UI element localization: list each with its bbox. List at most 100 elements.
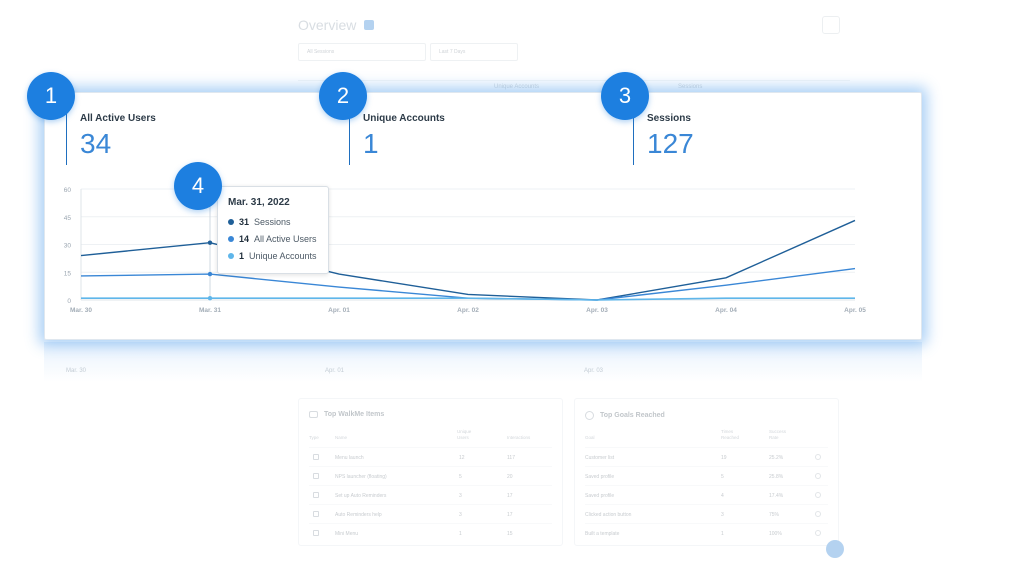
background-dashboard: Overview All Sessions Last 7 Days Unique…	[290, 0, 850, 576]
overview-header: Overview	[298, 17, 375, 33]
table-row[interactable]: Mini Menu 1 15	[309, 523, 552, 542]
date-range-dropdown[interactable]: Last 7 Days	[430, 43, 518, 61]
table-cell: 12	[459, 455, 465, 461]
x-tick-label: Apr. 05	[844, 307, 866, 314]
metric-all-active-users[interactable]: All Active Users 34	[66, 113, 156, 165]
item-type-icon	[313, 454, 319, 460]
table-cell: 17.4%	[769, 493, 784, 499]
gear-icon[interactable]	[822, 16, 840, 34]
page-title: Overview	[298, 17, 357, 33]
card-header: Top WalkMe Items	[309, 411, 384, 418]
metric-value: 1	[363, 128, 379, 159]
callout-badge-4: 4	[174, 162, 222, 210]
column-header: Interactions	[507, 435, 531, 440]
tooltip-label: Unique Accounts	[249, 251, 317, 261]
goals-icon	[585, 411, 594, 420]
card-title: Top Goals Reached	[600, 412, 665, 419]
data-point	[207, 295, 213, 301]
background-metric-strip: Unique Accounts Sessions	[298, 80, 850, 94]
table-cell: 4	[721, 493, 724, 499]
table-cell: 117	[507, 455, 515, 461]
info-icon[interactable]	[815, 473, 821, 479]
table-row[interactable]: Customer list 19 25.2%	[585, 447, 828, 466]
x-tick-label: Mar. 31	[199, 307, 221, 314]
info-icon[interactable]	[815, 492, 821, 498]
table-cell: Set up Auto Reminders	[335, 493, 387, 499]
table-row[interactable]: Saved profile 4 17.4%	[585, 485, 828, 504]
tooltip-label: All Active Users	[254, 234, 317, 244]
metric-unique-accounts[interactable]: Unique Accounts 1	[349, 113, 445, 165]
table-cell: 19	[721, 455, 727, 461]
table-row[interactable]: Menu launch 12 117	[309, 447, 552, 466]
y-tick-label: 30	[64, 243, 72, 250]
y-tick-label: 45	[64, 215, 72, 222]
metric-label: Unique Accounts	[363, 113, 445, 124]
item-type-icon	[313, 511, 319, 517]
top-walkme-items-card: Top WalkMe Items Type Name Unique Users …	[298, 398, 563, 546]
card-header: Top Goals Reached	[585, 411, 665, 420]
metric-sessions[interactable]: Sessions 127	[633, 113, 694, 165]
x-tick-label: Apr. 03	[586, 307, 608, 314]
table-cell: Auto Reminders help	[335, 512, 382, 518]
table-row[interactable]: Set up Auto Reminders 3 17	[309, 485, 552, 504]
metric-label: All Active Users	[80, 113, 156, 124]
x-tick-label: Apr. 01	[328, 307, 350, 314]
table-cell: 3	[721, 512, 724, 518]
chat-bubble-icon[interactable]	[826, 540, 844, 558]
metric-value: 127	[647, 128, 694, 159]
series-line-all-active-users	[80, 267, 856, 301]
table-cell: Built a template	[585, 531, 620, 537]
table-cell: Mini Menu	[335, 531, 359, 537]
tooltip-value: 14	[239, 234, 250, 244]
tooltip-date: Mar. 31, 2022	[228, 197, 290, 208]
table-row[interactable]: Built a template 1 100%	[585, 523, 828, 542]
table-cell: NPS launcher (floating)	[335, 474, 387, 480]
walkme-items-icon	[309, 411, 318, 418]
data-point	[207, 240, 213, 245]
table-row[interactable]: NPS launcher (floating) 5 20	[309, 466, 552, 485]
x-tick-label: Mar. 30	[70, 307, 92, 314]
info-icon[interactable]	[815, 530, 821, 536]
item-type-icon	[313, 492, 319, 498]
table-cell: 3	[459, 493, 462, 499]
table-cell: Menu launch	[335, 455, 364, 461]
series-dot-icon	[228, 219, 234, 225]
reflection-tick: Mar. 30	[66, 368, 87, 374]
table-cell: 3	[459, 512, 462, 518]
top-goals-reached-card: Top Goals Reached Goal Times Reached Suc…	[574, 398, 839, 546]
column-header: Unique Users	[457, 429, 472, 440]
info-icon[interactable]	[815, 511, 821, 517]
tooltip-row-active-users: 14 All Active Users	[228, 234, 318, 244]
table-cell: Customer list	[585, 455, 615, 461]
info-icon[interactable]	[815, 454, 821, 460]
table-cell: Saved profile	[585, 493, 615, 499]
bg-metric-label-sessions: Sessions	[678, 84, 703, 90]
tooltip-row-sessions: 31 Sessions	[228, 217, 318, 227]
y-tick-label: 60	[64, 187, 72, 194]
callout-badge-1: 1	[27, 72, 75, 120]
reflection-tick: Apr. 03	[584, 368, 604, 374]
callout-badge-3: 3	[601, 72, 649, 120]
item-type-icon	[313, 530, 319, 536]
card-reflection: Mar. 30 Apr. 01 Apr. 03	[44, 342, 922, 382]
series-dot-icon	[228, 236, 234, 242]
table-cell: 17	[507, 493, 513, 499]
table-cell: 5	[459, 474, 462, 480]
table-row[interactable]: Clicked action button 3 75%	[585, 504, 828, 523]
callout-badge-2: 2	[319, 72, 367, 120]
table-cell: 100%	[769, 531, 782, 537]
table-row[interactable]: Auto Reminders help 3 17	[309, 504, 552, 523]
card-title: Top WalkMe Items	[324, 411, 385, 418]
overview-metrics-card: All Active Users 34 Unique Accounts 1 Se…	[44, 92, 922, 340]
chart-tooltip: Mar. 31, 2022 31 Sessions 14 All Active …	[217, 186, 329, 274]
table-row[interactable]: Saved profile 5 25.8%	[585, 466, 828, 485]
column-header: Times Reached	[721, 429, 740, 440]
segment-dropdown[interactable]: All Sessions	[298, 43, 426, 61]
table-cell: 20	[507, 474, 513, 480]
info-badge-icon	[364, 20, 375, 30]
x-tick-label: Apr. 02	[457, 307, 479, 314]
line-chart[interactable]: 0 15 30 45 60 Mar. 30 Mar. 31 Apr. 01 Apr. 02 Apr…	[45, 93, 921, 339]
table-cell: 1	[459, 531, 462, 537]
y-tick-label: 15	[64, 270, 72, 277]
